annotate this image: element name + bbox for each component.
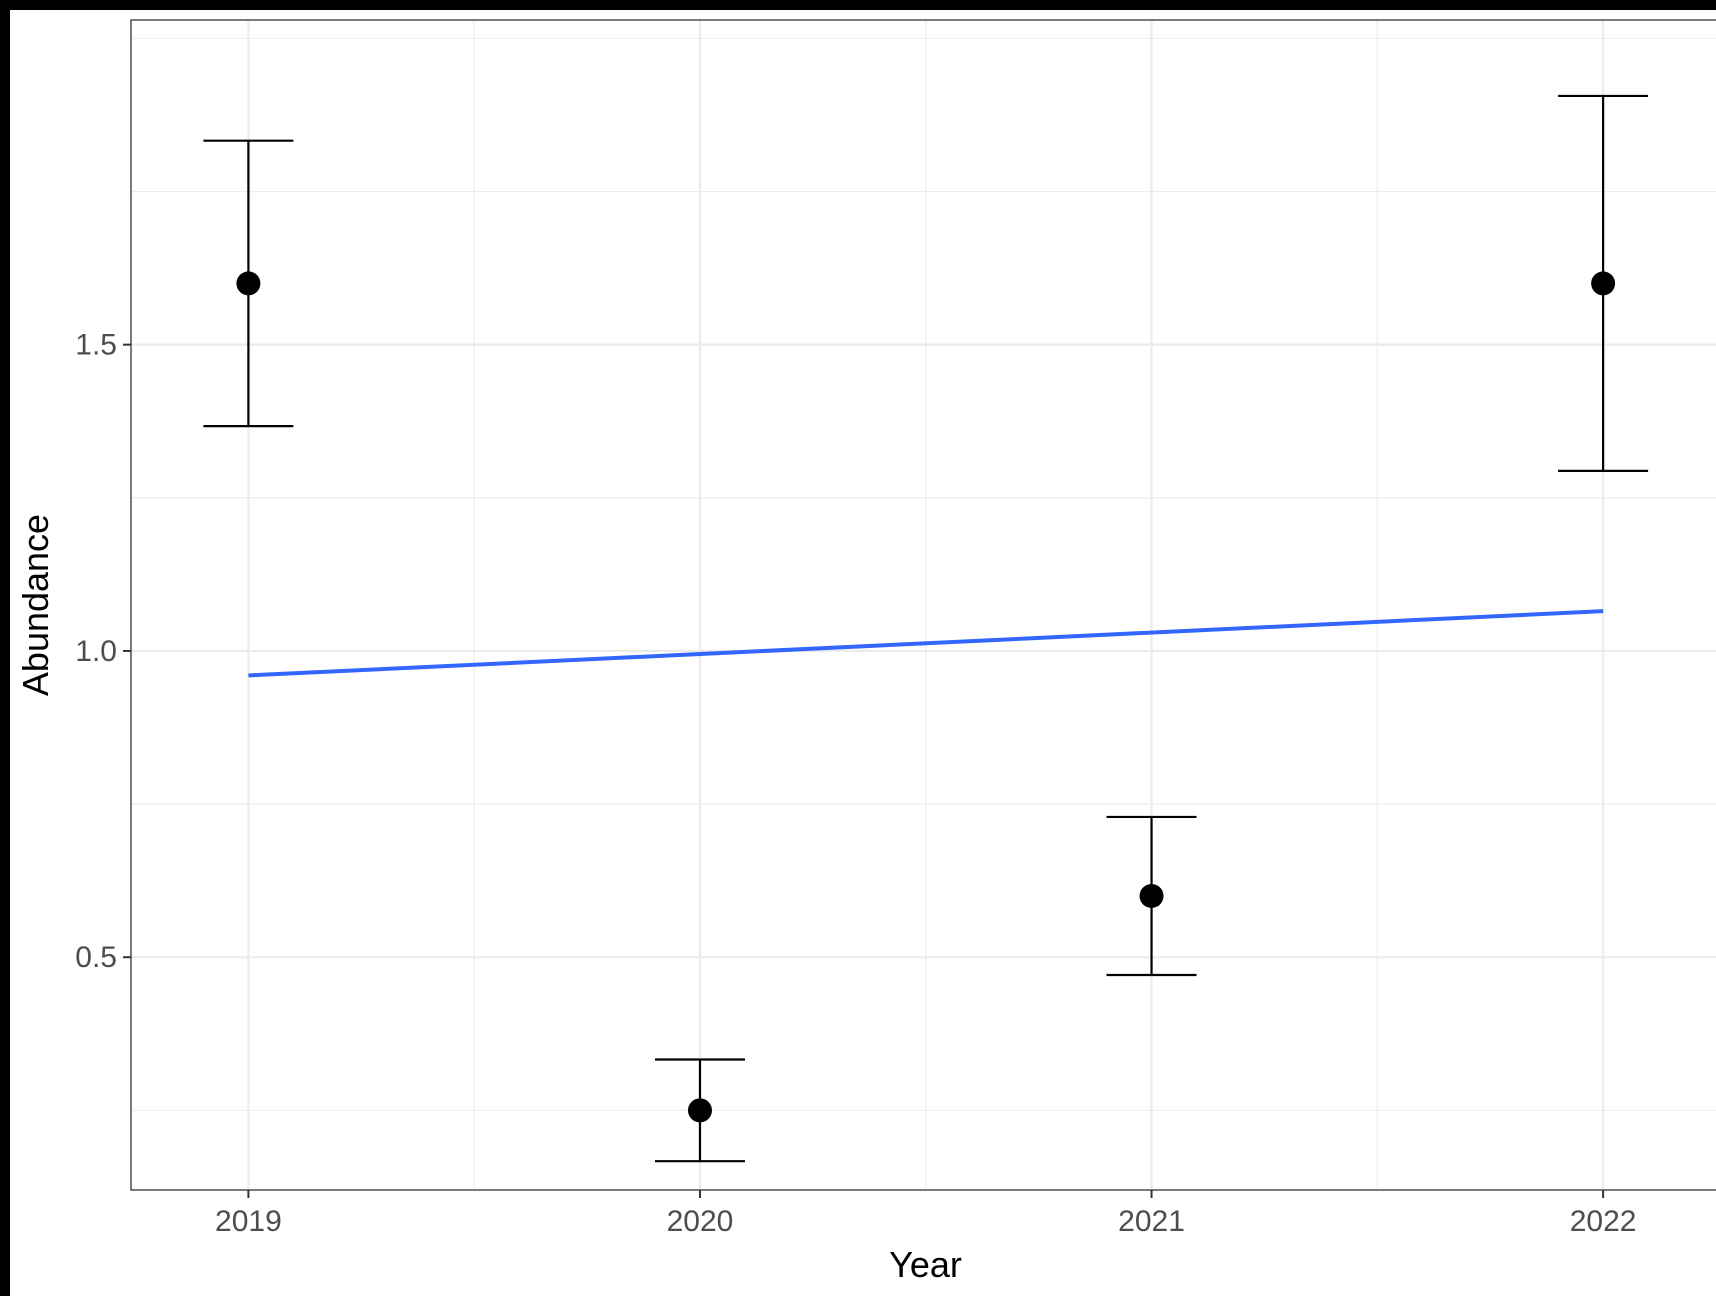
y-axis-title: Abundance — [15, 514, 56, 696]
data-point — [1591, 271, 1616, 296]
x-tick-label: 2021 — [1118, 1205, 1185, 1238]
y-tick-label: 1.0 — [75, 635, 117, 668]
data-point-group — [203, 139, 294, 428]
data-point-group — [654, 1058, 745, 1163]
y-tick-label: 0.5 — [75, 941, 117, 974]
x-tick-label: 2022 — [1570, 1205, 1637, 1238]
panel-border — [130, 19, 1716, 1191]
data-point-group — [1558, 94, 1649, 472]
gridlines — [131, 20, 1716, 1190]
x-tick-label: 2019 — [215, 1205, 282, 1238]
data-point-group — [1106, 815, 1197, 977]
plot-area: 0.5 1.0 1.5 2019 2020 2021 2022 — [75, 19, 1716, 1238]
x-tick-label: 2020 — [667, 1205, 734, 1238]
x-axis-title: Year — [889, 1244, 962, 1285]
panel-background — [131, 20, 1716, 1190]
y-tick-label: 1.5 — [75, 329, 117, 362]
data-point — [236, 271, 261, 296]
data-point — [1139, 883, 1164, 908]
trend-line — [248, 609, 1604, 678]
data-point — [687, 1098, 712, 1123]
